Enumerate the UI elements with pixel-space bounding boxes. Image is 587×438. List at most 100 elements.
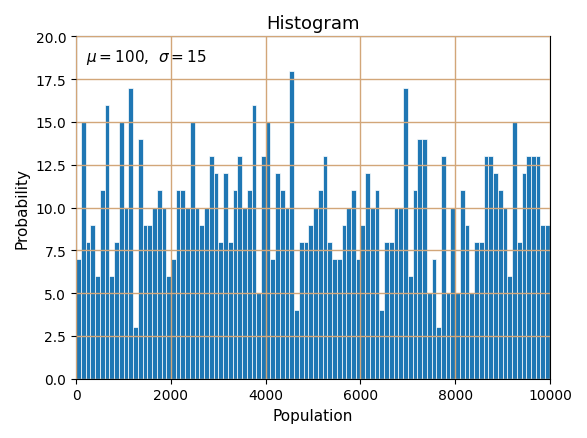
Bar [488,157,493,379]
Bar [417,140,422,379]
Text: $\mu = 100$,  $\sigma = 15$: $\mu = 100$, $\sigma = 15$ [86,47,206,67]
Bar [261,157,266,379]
Bar [129,88,133,379]
Bar [185,208,190,379]
Bar [413,191,417,379]
Bar [422,140,427,379]
Bar [460,191,465,379]
Bar [271,259,275,379]
Bar [522,174,527,379]
Bar [176,191,180,379]
Bar [252,106,257,379]
Bar [456,293,460,379]
Bar [484,157,488,379]
Bar [81,123,86,379]
Bar [76,259,81,379]
Bar [143,225,147,379]
Bar [531,157,536,379]
Bar [517,242,522,379]
Bar [507,276,512,379]
Bar [450,208,456,379]
Bar [218,242,223,379]
Bar [285,208,289,379]
Bar [214,174,218,379]
Bar [351,191,356,379]
Bar [294,311,299,379]
Bar [152,208,157,379]
Bar [180,191,185,379]
Bar [147,225,152,379]
Bar [337,259,342,379]
Bar [119,123,124,379]
Bar [166,276,171,379]
Bar [360,225,365,379]
Bar [394,208,399,379]
Title: Histogram: Histogram [266,15,360,33]
Bar [204,208,209,379]
Bar [541,225,545,379]
Bar [512,123,517,379]
Bar [242,208,247,379]
Bar [356,259,360,379]
Bar [308,225,313,379]
Bar [408,276,413,379]
Bar [328,242,332,379]
Bar [95,276,100,379]
Bar [171,259,176,379]
Bar [470,293,474,379]
Bar [493,174,498,379]
Bar [441,157,446,379]
Bar [247,191,252,379]
Bar [479,242,484,379]
Bar [90,225,95,379]
Bar [465,225,470,379]
Bar [114,242,119,379]
Bar [280,191,285,379]
Bar [266,123,271,379]
Bar [370,208,375,379]
Bar [303,242,308,379]
Bar [228,242,232,379]
Bar [474,242,479,379]
Bar [403,88,408,379]
Bar [299,242,303,379]
Bar [346,208,351,379]
Bar [332,259,337,379]
Bar [190,123,195,379]
Bar [502,208,507,379]
Y-axis label: Probability: Probability [15,168,30,248]
Bar [209,157,214,379]
Bar [257,293,261,379]
Bar [427,293,431,379]
Bar [545,225,550,379]
Bar [161,208,166,379]
Bar [446,293,450,379]
Bar [223,174,228,379]
Bar [384,242,389,379]
Bar [86,242,90,379]
Bar [237,157,242,379]
Bar [527,157,531,379]
Bar [109,276,114,379]
Bar [100,191,104,379]
Bar [436,328,441,379]
Bar [200,225,204,379]
Bar [389,242,394,379]
Bar [342,225,346,379]
Bar [498,191,502,379]
Bar [104,106,109,379]
Bar [399,208,403,379]
Bar [536,157,541,379]
Bar [431,259,436,379]
X-axis label: Population: Population [273,408,353,423]
Bar [375,191,379,379]
Bar [289,71,294,379]
Bar [232,191,237,379]
Bar [379,311,384,379]
Bar [124,208,129,379]
Bar [133,328,138,379]
Bar [313,208,318,379]
Bar [318,191,323,379]
Bar [365,174,370,379]
Bar [275,174,280,379]
